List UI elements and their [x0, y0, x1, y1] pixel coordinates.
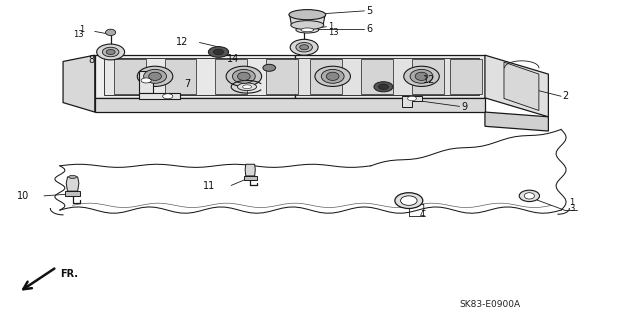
Ellipse shape — [296, 42, 312, 52]
Text: 1: 1 — [570, 198, 575, 207]
Text: 9: 9 — [461, 102, 468, 112]
Ellipse shape — [296, 27, 319, 33]
Polygon shape — [266, 59, 298, 94]
Ellipse shape — [163, 94, 173, 99]
Ellipse shape — [243, 85, 252, 89]
Ellipse shape — [415, 72, 428, 80]
Ellipse shape — [141, 78, 151, 83]
Polygon shape — [139, 71, 153, 93]
Ellipse shape — [138, 66, 173, 86]
Polygon shape — [244, 176, 257, 180]
Ellipse shape — [315, 66, 351, 86]
Polygon shape — [485, 55, 548, 117]
Ellipse shape — [374, 82, 393, 92]
Ellipse shape — [102, 47, 119, 57]
Text: 11: 11 — [203, 181, 215, 191]
Ellipse shape — [519, 190, 540, 202]
Ellipse shape — [299, 25, 309, 31]
Text: SK83-E0900A: SK83-E0900A — [460, 300, 521, 309]
Text: 6: 6 — [366, 24, 372, 34]
Polygon shape — [65, 191, 80, 196]
Text: 2: 2 — [563, 91, 568, 101]
Ellipse shape — [289, 10, 326, 20]
Ellipse shape — [395, 193, 423, 209]
Ellipse shape — [209, 47, 228, 57]
Ellipse shape — [408, 96, 417, 101]
Ellipse shape — [97, 44, 125, 60]
Polygon shape — [294, 58, 479, 95]
Ellipse shape — [410, 69, 433, 83]
Ellipse shape — [300, 45, 308, 50]
Ellipse shape — [401, 196, 417, 205]
Polygon shape — [310, 59, 342, 94]
Polygon shape — [215, 59, 247, 94]
Ellipse shape — [106, 29, 116, 35]
Polygon shape — [114, 59, 145, 94]
Ellipse shape — [232, 69, 255, 83]
Polygon shape — [95, 55, 294, 98]
Polygon shape — [104, 58, 294, 95]
Ellipse shape — [301, 28, 314, 32]
Text: 1: 1 — [420, 204, 425, 213]
Polygon shape — [294, 55, 485, 98]
Text: 8: 8 — [89, 55, 95, 65]
Text: 1: 1 — [328, 22, 333, 31]
Text: 3: 3 — [570, 204, 575, 213]
Text: 7: 7 — [184, 79, 190, 89]
Ellipse shape — [524, 193, 534, 199]
Ellipse shape — [106, 49, 115, 55]
Polygon shape — [485, 112, 548, 131]
Ellipse shape — [143, 69, 166, 83]
Ellipse shape — [404, 66, 439, 86]
Polygon shape — [361, 59, 393, 94]
Ellipse shape — [326, 72, 339, 80]
Polygon shape — [412, 59, 444, 94]
Polygon shape — [504, 62, 539, 110]
Ellipse shape — [378, 84, 388, 90]
Polygon shape — [403, 96, 422, 107]
Text: 1: 1 — [79, 25, 84, 34]
Polygon shape — [63, 55, 95, 112]
Polygon shape — [66, 177, 79, 191]
Text: 13: 13 — [328, 27, 339, 37]
Ellipse shape — [237, 83, 257, 91]
Ellipse shape — [237, 72, 250, 80]
Text: 10: 10 — [17, 191, 29, 202]
Ellipse shape — [290, 39, 318, 55]
Text: 14: 14 — [227, 54, 239, 64]
Polygon shape — [245, 164, 255, 176]
Text: 12: 12 — [175, 38, 188, 48]
Ellipse shape — [68, 175, 76, 178]
Text: 4: 4 — [420, 210, 425, 219]
Ellipse shape — [263, 64, 276, 71]
Polygon shape — [450, 59, 482, 94]
Text: 13: 13 — [74, 30, 84, 39]
Text: FR.: FR. — [60, 269, 78, 278]
Polygon shape — [95, 98, 485, 112]
Polygon shape — [289, 15, 325, 25]
Text: 12: 12 — [424, 76, 436, 85]
Ellipse shape — [291, 21, 324, 30]
Polygon shape — [139, 93, 180, 100]
Ellipse shape — [226, 66, 262, 86]
Ellipse shape — [148, 72, 161, 80]
Polygon shape — [164, 59, 196, 94]
Ellipse shape — [213, 49, 223, 55]
Ellipse shape — [321, 69, 344, 83]
Text: 5: 5 — [366, 6, 372, 16]
